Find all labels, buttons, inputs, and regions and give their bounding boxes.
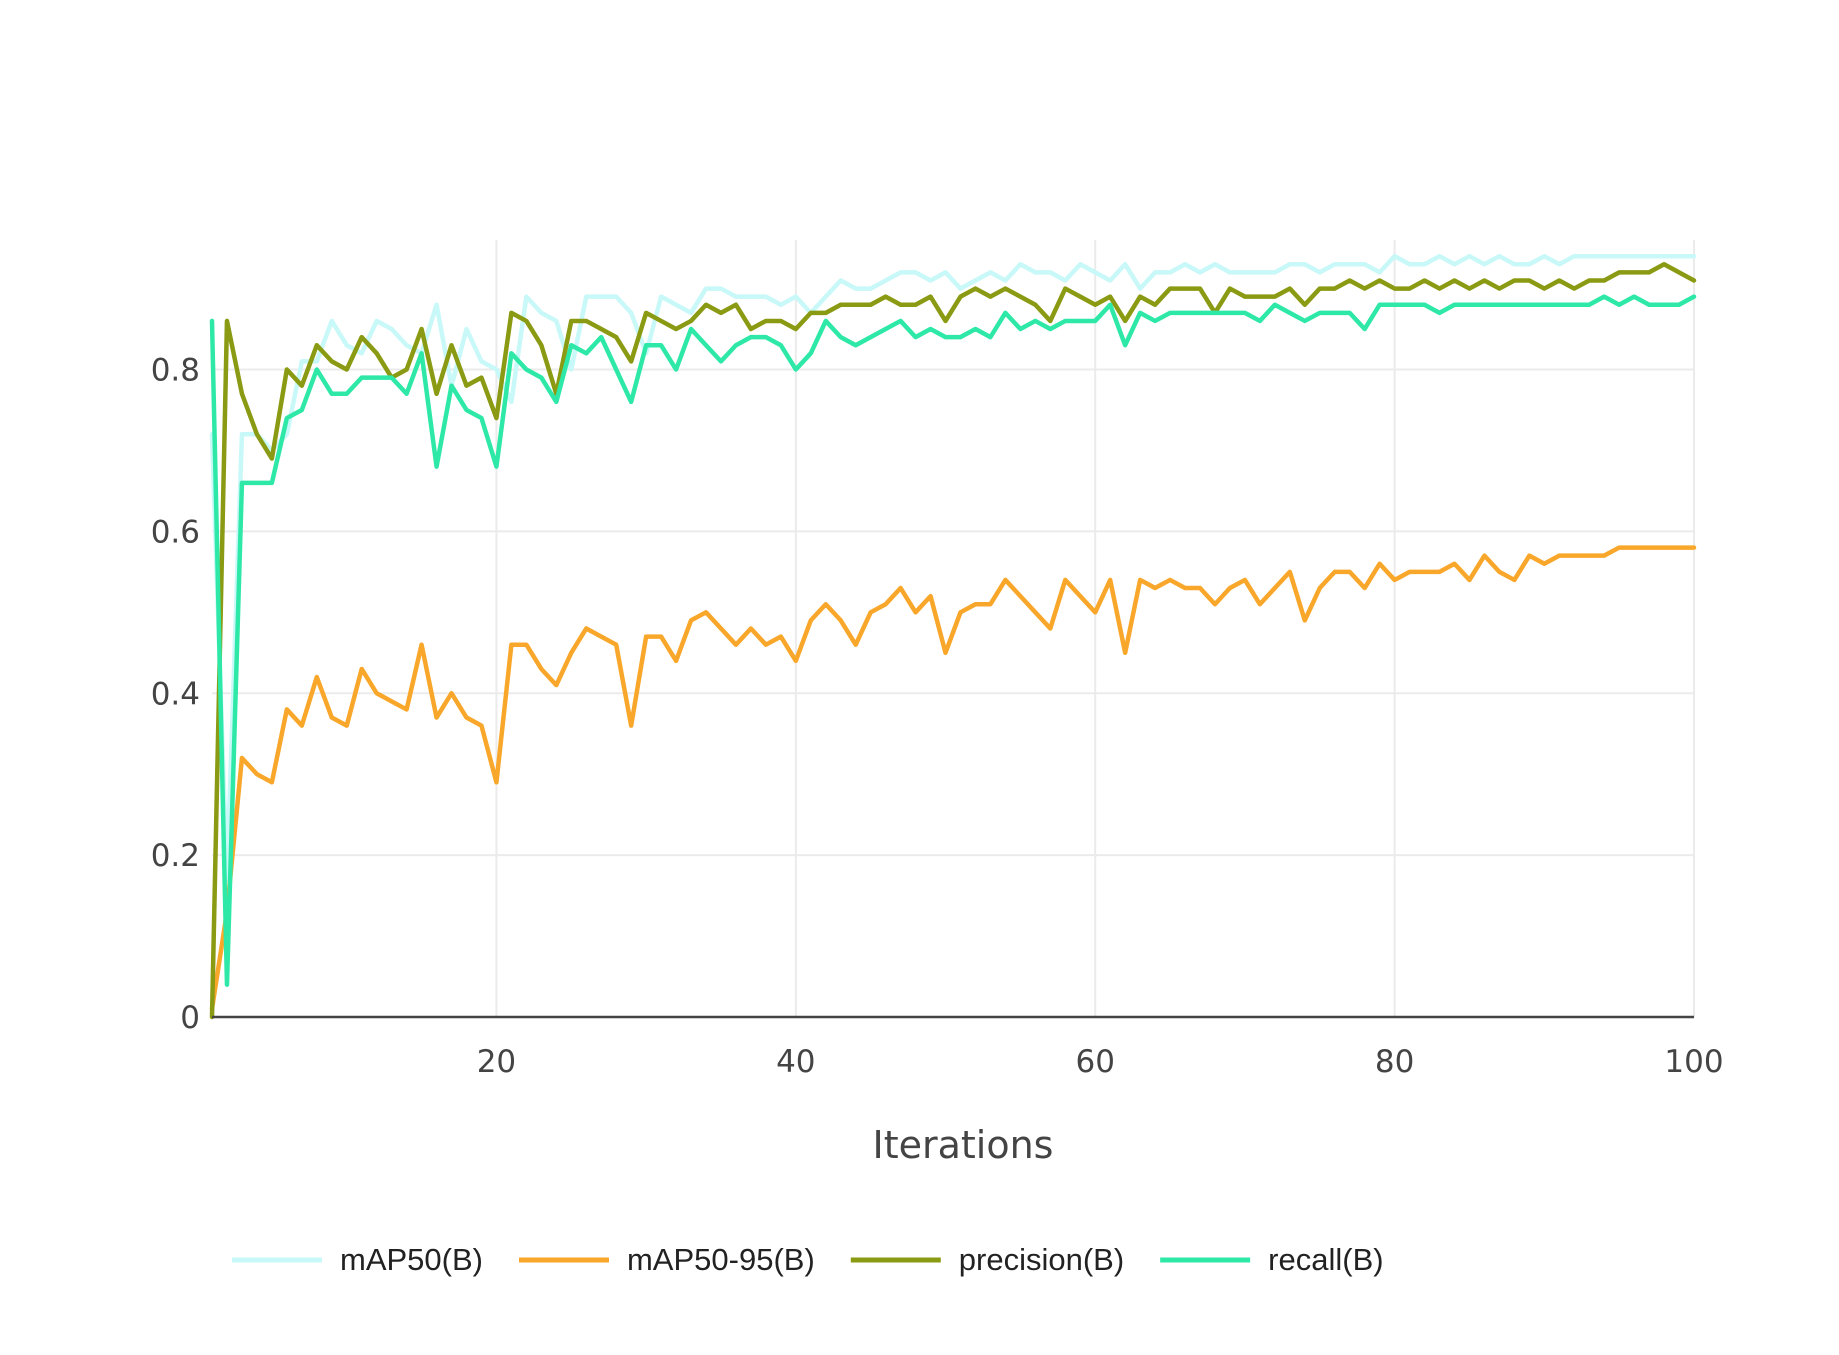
x-tick-label: 100 <box>1664 1044 1723 1080</box>
series-lines <box>209 253 1697 1020</box>
y-tick-label: 0.2 <box>151 838 200 874</box>
y-tick-label: 0.4 <box>151 676 200 712</box>
x-tick-label: 40 <box>776 1044 815 1080</box>
legend-label: precision(B) <box>959 1242 1124 1277</box>
series-line-precision-b <box>209 262 1697 1020</box>
y-tick-label: 0 <box>180 1000 200 1036</box>
x-tick-label: 20 <box>477 1044 516 1080</box>
legend-label: mAP50-95(B) <box>627 1242 815 1277</box>
series-line-map50-b <box>209 253 1697 882</box>
series-line-recall-b <box>209 294 1697 987</box>
series-line-map50-95-b <box>209 545 1697 1012</box>
x-tick-label: 60 <box>1075 1044 1114 1080</box>
y-tick-label: 0.8 <box>151 353 200 389</box>
legend-label: recall(B) <box>1268 1242 1383 1277</box>
legend: mAP50(B) mAP50-95(B) precision(B) recall(B) <box>232 1242 1384 1277</box>
y-tick-label: 0.6 <box>151 514 200 550</box>
axes: 20 40 60 80 100 0 0.2 0.4 0.6 0.8 <box>151 353 1724 1081</box>
x-tick-label: 80 <box>1375 1044 1414 1080</box>
legend-label: mAP50(B) <box>340 1242 483 1277</box>
x-axis-title: Iterations <box>873 1123 1054 1167</box>
